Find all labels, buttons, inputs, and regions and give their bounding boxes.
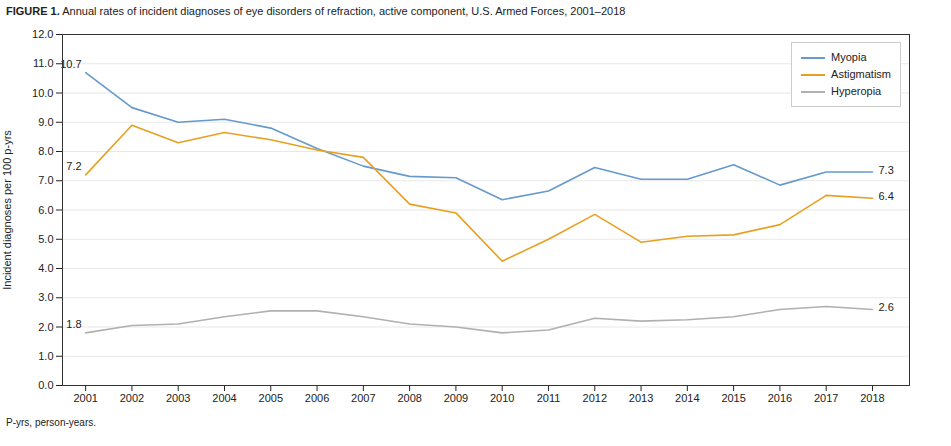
svg-text:7.2: 7.2 (66, 160, 81, 172)
svg-text:2018: 2018 (860, 392, 884, 404)
svg-text:7.0: 7.0 (38, 174, 53, 186)
svg-text:Incident diagnoses per 100 p-y: Incident diagnoses per 100 p-yrs (1, 130, 13, 290)
html-text:Myopia: Myopia (831, 51, 867, 63)
svg-text:2013: 2013 (629, 392, 653, 404)
svg-text:2014: 2014 (675, 392, 699, 404)
svg-text:2001: 2001 (73, 392, 97, 404)
svg-text:2007: 2007 (351, 392, 375, 404)
svg-text:7.3: 7.3 (878, 163, 893, 175)
svg-text:2016: 2016 (768, 392, 792, 404)
svg-text:6.4: 6.4 (878, 190, 893, 202)
svg-text:11.0: 11.0 (33, 57, 54, 69)
svg-text:2012: 2012 (583, 392, 607, 404)
svg-text:2017: 2017 (814, 392, 838, 404)
svg-text:5.0: 5.0 (38, 233, 53, 245)
svg-text:10.7: 10.7 (60, 58, 81, 70)
svg-text:1.0: 1.0 (38, 350, 53, 362)
svg-text:3.0: 3.0 (38, 291, 53, 303)
svg-text:2005: 2005 (259, 392, 283, 404)
svg-text:2009: 2009 (444, 392, 468, 404)
svg-text:10.0: 10.0 (32, 87, 53, 99)
svg-text:9.0: 9.0 (38, 116, 53, 128)
html-text:P-yrs, person-years.: P-yrs, person-years. (6, 417, 96, 428)
svg-text:2006: 2006 (305, 392, 329, 404)
svg-text:2002: 2002 (120, 392, 144, 404)
html-text:FIGURE 1. Annual rates of inci: FIGURE 1. Annual rates of incident diagn… (6, 5, 626, 17)
svg-text:2004: 2004 (212, 392, 236, 404)
html-text:Hyperopia: Hyperopia (831, 85, 882, 97)
svg-text:1.8: 1.8 (66, 318, 81, 330)
svg-text:2.6: 2.6 (878, 301, 893, 313)
svg-text:2003: 2003 (166, 392, 190, 404)
svg-text:4.0: 4.0 (38, 262, 53, 274)
html-text:Astigmatism: Astigmatism (831, 68, 891, 80)
svg-text:2011: 2011 (537, 392, 561, 404)
svg-text:2.0: 2.0 (38, 321, 53, 333)
svg-text:8.0: 8.0 (38, 145, 53, 157)
svg-text:2010: 2010 (490, 392, 514, 404)
svg-text:6.0: 6.0 (38, 204, 53, 216)
svg-text:0.0: 0.0 (38, 379, 53, 391)
svg-text:12.0: 12.0 (32, 28, 53, 40)
svg-text:2008: 2008 (397, 392, 421, 404)
svg-text:2015: 2015 (721, 392, 745, 404)
